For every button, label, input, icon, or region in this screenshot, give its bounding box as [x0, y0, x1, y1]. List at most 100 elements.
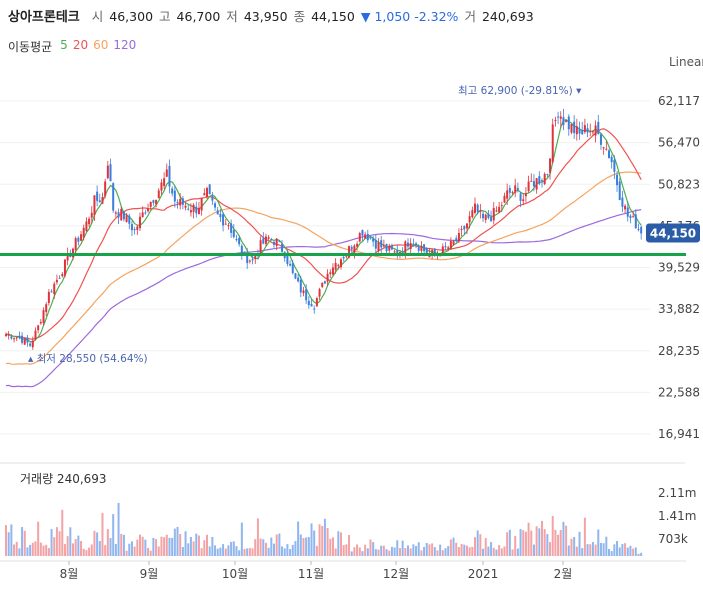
volume-bar	[452, 537, 455, 556]
time-tick-label: 10월	[222, 567, 248, 581]
ma120-label: 120	[113, 38, 137, 52]
volume-bar	[155, 539, 158, 556]
candle-body	[80, 234, 83, 241]
change-value: ▼ 1,050 -2.32%	[360, 9, 459, 24]
candle-body	[90, 212, 93, 218]
volume-bar	[610, 551, 613, 556]
stock-name: 상아프론테크	[8, 10, 80, 25]
candle-body	[457, 232, 460, 242]
volume-bar	[570, 538, 573, 556]
candle-body	[10, 336, 13, 339]
volume-bar	[13, 544, 16, 556]
volume-bar	[101, 512, 104, 556]
volume-bar	[114, 544, 117, 556]
candle-body	[291, 263, 294, 274]
current-price-tag	[646, 223, 700, 243]
volume-bar	[586, 544, 589, 556]
volume-bar	[616, 541, 619, 556]
time-tick-label: 11월	[298, 567, 324, 581]
candle-body	[468, 216, 471, 223]
candle-body	[187, 208, 190, 210]
volume-bar	[377, 549, 380, 556]
candle-body	[417, 247, 420, 251]
volume-bar	[626, 547, 629, 556]
candle-body	[120, 209, 123, 221]
volume-bar	[613, 544, 616, 556]
volume-bar	[273, 543, 275, 556]
candle-body	[122, 211, 125, 220]
volume-bar	[602, 543, 605, 556]
volume-bar	[637, 553, 640, 556]
volume-bar	[364, 544, 367, 556]
volume-bar	[139, 534, 141, 556]
volume-bar	[447, 546, 450, 556]
candles	[5, 108, 643, 350]
volume-bar	[484, 538, 487, 556]
candle-body	[559, 116, 562, 119]
volume-bar	[439, 544, 442, 556]
candle-body	[29, 343, 32, 346]
volume-bar	[104, 545, 107, 556]
price-tick-label: 56,470	[658, 136, 700, 150]
volume-bar	[337, 531, 340, 556]
volume-bar	[208, 546, 211, 556]
candle-body	[380, 240, 383, 248]
volume-bar	[88, 547, 91, 556]
volume-bar	[471, 546, 474, 556]
volume-bar	[96, 532, 99, 556]
volume-bar	[522, 530, 525, 556]
volume-bar	[69, 527, 72, 556]
candle-body	[634, 214, 637, 229]
volume-bar	[246, 548, 249, 556]
change-percent: -2.32%	[414, 9, 459, 24]
volume-bar	[506, 532, 509, 556]
volume-bar	[29, 544, 32, 556]
candle-body	[136, 226, 139, 230]
candle-body	[393, 251, 396, 253]
volume-bar	[251, 548, 254, 556]
volume-bar	[58, 531, 61, 556]
candle-body	[565, 120, 568, 123]
moving-average-legend[interactable]: 이동평균 5 20 60 120	[8, 38, 136, 55]
low-label: 저	[226, 9, 238, 24]
volume-bar	[66, 536, 69, 556]
volume-bar	[21, 527, 24, 556]
candle-body	[449, 241, 452, 249]
candle-body	[567, 116, 570, 130]
volume-bar	[417, 542, 420, 556]
candle-body	[578, 128, 581, 134]
candle-body	[39, 321, 42, 324]
scale-type-label[interactable]: Linear	[669, 55, 703, 69]
volume-bar	[10, 524, 13, 556]
volume-bar	[361, 551, 364, 556]
candle-body	[455, 238, 458, 242]
volume-bar	[117, 502, 120, 556]
candle-body	[589, 131, 592, 133]
candle-body	[243, 251, 246, 253]
volume-bar	[163, 537, 166, 556]
volume-bar	[412, 544, 415, 556]
volume-bar	[133, 546, 136, 556]
time-tick-label: 9월	[140, 567, 159, 581]
candle-body	[554, 120, 557, 122]
volume-bar	[192, 541, 195, 556]
candle-body	[155, 199, 158, 205]
candle-body	[53, 283, 56, 295]
volume-bar	[511, 549, 514, 556]
volume-bar	[605, 536, 608, 556]
volume-bar	[428, 544, 431, 556]
volume-bar	[61, 509, 64, 556]
candle-body	[500, 205, 503, 207]
candle-body	[251, 259, 254, 261]
volume-bar	[629, 545, 632, 556]
candle-body	[522, 199, 525, 202]
volume-bar	[189, 537, 192, 556]
candle-body	[117, 212, 120, 218]
candle-body	[152, 200, 155, 203]
candle-body	[114, 212, 117, 214]
candle-body	[326, 273, 329, 282]
volume-bar	[356, 544, 359, 556]
candle-body	[524, 193, 527, 197]
candle-body	[211, 196, 214, 201]
